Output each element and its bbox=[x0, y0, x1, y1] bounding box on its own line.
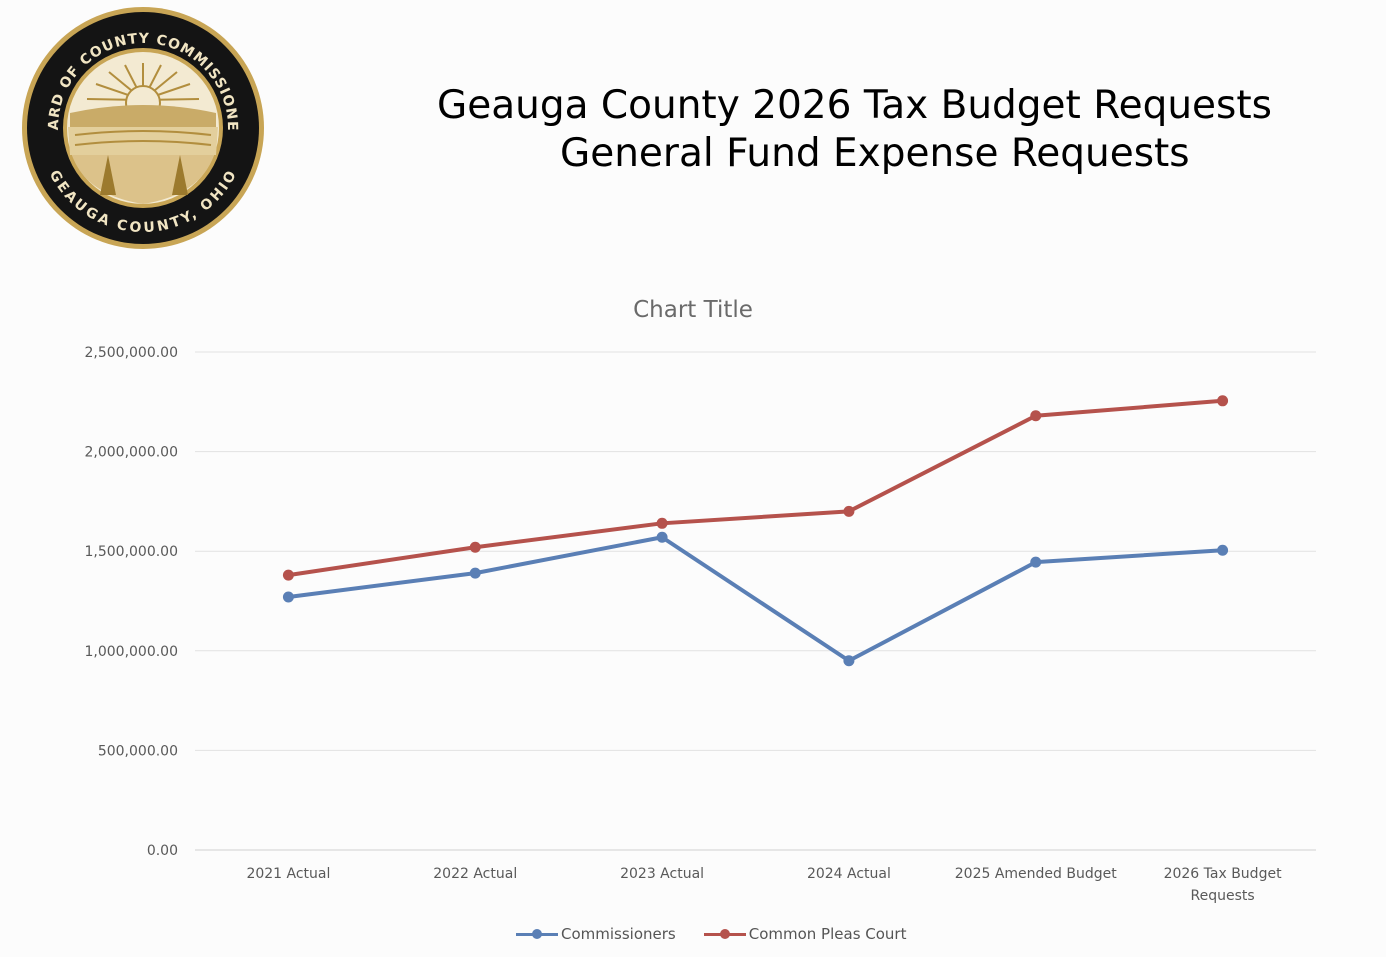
county-seal-logo: BOARD OF COUNTY COMMISSIONERS GEAUGA COU… bbox=[20, 5, 264, 249]
legend-item: Commissioners bbox=[516, 925, 676, 943]
data-point bbox=[1030, 556, 1042, 568]
y-tick-label: 2,500,000.00 bbox=[84, 345, 178, 361]
legend-label: Commissioners bbox=[561, 925, 676, 943]
x-tick-label: 2022 Actual bbox=[433, 866, 517, 882]
y-tick-label: 1,000,000.00 bbox=[84, 644, 178, 660]
data-point bbox=[469, 541, 481, 553]
data-point bbox=[1030, 410, 1042, 422]
chart-legend: Commissioners Common Pleas Court bbox=[516, 925, 906, 943]
x-tick-label: 2023 Actual bbox=[620, 866, 704, 882]
data-point bbox=[1217, 544, 1229, 556]
data-point bbox=[843, 655, 855, 667]
line-chart: Chart Title 0.00 500,000.00 1,000,000.00 1,… bbox=[0, 280, 1386, 957]
y-tick-label: 1,500,000.00 bbox=[84, 544, 178, 560]
legend-swatch bbox=[703, 928, 746, 940]
page-title-line-1: Geauga County 2026 Tax Budget Requests bbox=[437, 83, 1272, 128]
legend-swatch bbox=[516, 928, 558, 940]
x-tick-label: 2024 Actual bbox=[807, 866, 891, 882]
page-title-line-2: General Fund Expense Requests bbox=[560, 131, 1190, 176]
data-point bbox=[1217, 395, 1229, 407]
data-point bbox=[656, 531, 668, 543]
data-point bbox=[843, 505, 855, 517]
x-tick-label: 2021 Actual bbox=[246, 866, 330, 882]
y-tick-label: 2,000,000.00 bbox=[84, 445, 178, 461]
data-point bbox=[469, 567, 481, 579]
series-line-0 bbox=[286, 535, 1225, 663]
series-line-1 bbox=[286, 398, 1225, 578]
data-point bbox=[282, 569, 294, 581]
legend-label: Common Pleas Court bbox=[748, 925, 907, 943]
y-tick-label: 500,000.00 bbox=[98, 743, 178, 759]
chart-plot-area: 0.00 500,000.00 1,000,000.00 1,500,000.00 2,… bbox=[84, 345, 1316, 904]
legend-item: Common Pleas Court bbox=[703, 925, 907, 943]
data-point bbox=[656, 517, 668, 529]
x-tick-label: 2026 Tax Budget Requests bbox=[1164, 866, 1282, 904]
data-point bbox=[282, 591, 294, 603]
x-tick-label: 2025 Amended Budget bbox=[955, 866, 1117, 882]
chart-title: Chart Title bbox=[633, 297, 753, 323]
y-tick-label: 0.00 bbox=[147, 843, 178, 859]
